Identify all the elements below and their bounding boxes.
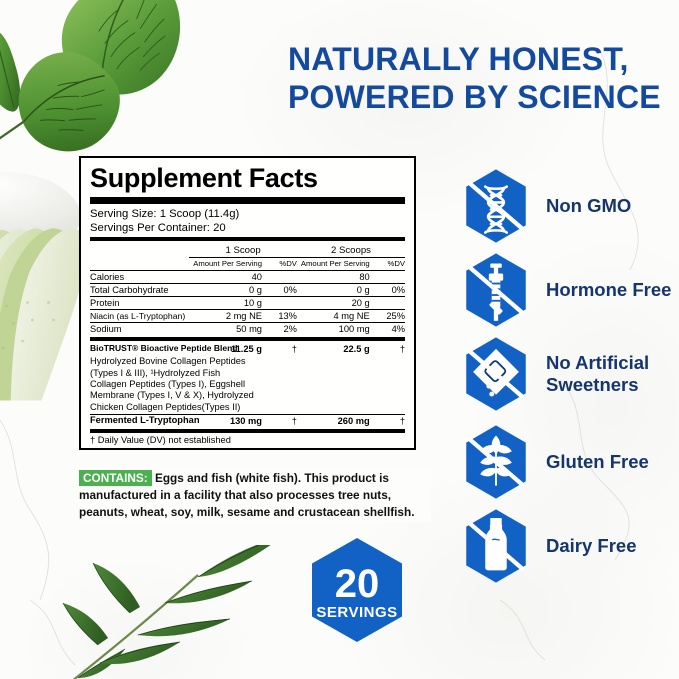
svg-text:20: 20 <box>335 562 380 606</box>
